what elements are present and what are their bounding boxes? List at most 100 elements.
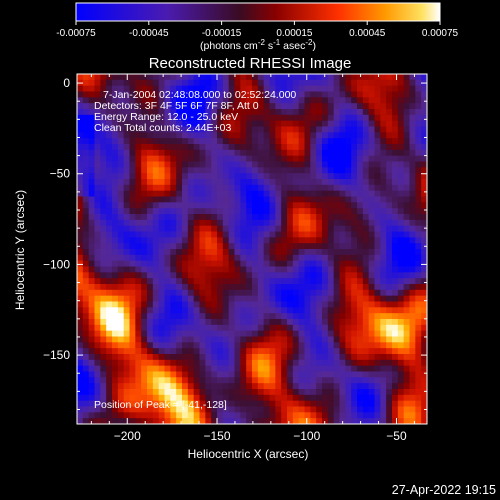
heatmap-cell — [158, 225, 165, 232]
heatmap-cell — [351, 400, 358, 407]
heatmap-cell — [316, 295, 323, 302]
heatmap-cell — [257, 342, 265, 349]
heatmap-cell — [182, 272, 189, 279]
heatmap-cell — [106, 330, 113, 337]
heatmap-cell — [129, 161, 136, 168]
heatmap-cell — [240, 138, 247, 145]
heatmap-cell — [199, 219, 206, 227]
heatmap-cell — [123, 412, 130, 419]
heatmap-cell — [234, 219, 241, 227]
heatmap-cell — [94, 295, 101, 302]
heatmap-cell — [170, 406, 177, 413]
heatmap-cell — [374, 348, 381, 355]
heatmap-cell — [421, 132, 427, 139]
heatmap-cell — [327, 114, 335, 122]
colorbar-units: (photons cm-2 s-1 asec-2) — [200, 38, 316, 52]
heatmap-cell — [403, 167, 410, 174]
heatmap-cell — [304, 74, 311, 81]
heatmap-cell — [147, 208, 154, 215]
heatmap-cell — [228, 324, 235, 332]
heatmap-cell — [123, 383, 130, 390]
heatmap-cell — [351, 365, 358, 372]
heatmap-cell — [164, 144, 171, 151]
heatmap-cell — [217, 208, 224, 215]
heatmap-cell — [316, 184, 323, 192]
heatmap-cell — [397, 184, 405, 192]
heatmap-cell — [228, 161, 235, 168]
heatmap-cell — [322, 243, 329, 250]
heatmap-cell — [246, 173, 253, 180]
heatmap-cell — [310, 400, 317, 407]
heatmap-cell — [316, 114, 323, 122]
heatmap-cell — [292, 144, 300, 151]
heatmap-cell — [287, 243, 294, 250]
heatmap-cell — [345, 132, 352, 139]
heatmap-cell — [94, 330, 101, 337]
heatmap-cell — [82, 406, 90, 413]
heatmap-cell — [263, 120, 270, 127]
heatmap-cell — [415, 155, 422, 162]
heatmap-cell — [403, 219, 410, 227]
heatmap-cell — [187, 225, 195, 232]
heatmap-cell — [94, 231, 101, 238]
heatmap-cell — [403, 225, 410, 232]
heatmap-cell — [345, 254, 352, 262]
heatmap-cell — [310, 155, 317, 162]
heatmap-cell — [386, 249, 393, 256]
heatmap-cell — [269, 208, 276, 215]
heatmap-cell — [310, 79, 317, 87]
heatmap-cell — [123, 79, 130, 87]
heatmap-cell — [345, 214, 352, 221]
heatmap-cell — [351, 389, 358, 396]
heatmap-cell — [129, 144, 136, 151]
heatmap-cell — [322, 272, 329, 279]
heatmap-cell — [327, 336, 335, 343]
heatmap-cell — [409, 249, 416, 256]
heatmap-cell — [82, 278, 90, 285]
heatmap-cell — [374, 389, 381, 396]
heatmap-cell — [94, 254, 101, 262]
heatmap-cell — [211, 167, 218, 174]
heatmap-cell — [152, 289, 160, 297]
heatmap-cell — [310, 74, 317, 81]
heatmap-cell — [240, 377, 247, 384]
heatmap-cell — [112, 266, 119, 273]
heatmap-cell — [322, 167, 329, 174]
heatmap-cell — [368, 85, 375, 92]
heatmap-cell — [100, 354, 107, 361]
heatmap-cell — [327, 348, 335, 355]
heatmap-cell — [345, 319, 352, 326]
heatmap-cell — [187, 179, 195, 186]
heatmap-cell — [217, 324, 224, 332]
heatmap-cell — [117, 155, 125, 162]
heatmap-cell — [304, 173, 311, 180]
heatmap-cell — [362, 74, 370, 81]
heatmap-cell — [135, 307, 142, 314]
heatmap-cell — [94, 266, 101, 273]
heatmap-cell — [246, 114, 253, 122]
heatmap-cell — [275, 74, 282, 81]
heatmap-cell — [106, 196, 113, 203]
heatmap-cell — [211, 243, 218, 250]
heatmap-cell — [240, 383, 247, 390]
heatmap-cell — [240, 85, 247, 92]
heatmap-cell — [211, 295, 218, 302]
heatmap-cell — [362, 400, 370, 407]
heatmap-cell — [392, 412, 399, 419]
heatmap-cell — [82, 190, 90, 197]
heatmap-cell — [88, 219, 95, 227]
heatmap-cell — [205, 307, 212, 314]
heatmap-cell — [222, 313, 230, 320]
heatmap-cell — [176, 371, 183, 378]
heatmap-cell — [240, 260, 247, 267]
heatmap-cell — [421, 190, 427, 197]
heatmap-cell — [88, 284, 95, 291]
heatmap-cell — [257, 144, 265, 151]
heatmap-cell — [147, 184, 154, 192]
heatmap-cell — [129, 202, 136, 209]
y-axis-label: Heliocentric Y (arcsec) — [13, 190, 27, 310]
heatmap-cell — [357, 109, 364, 116]
heatmap-cell — [421, 412, 427, 419]
heatmap-cell — [351, 371, 358, 378]
heatmap-cell — [193, 272, 200, 279]
